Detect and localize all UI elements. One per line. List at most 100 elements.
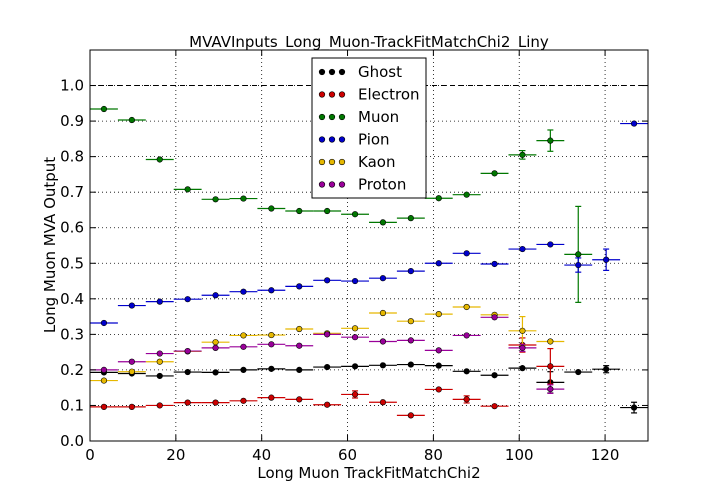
muon-point [212,196,219,203]
muon-point [268,205,275,212]
legend-marker-kaon [318,158,326,166]
kaon-point [547,338,554,345]
y-tick-label: 0.8 [60,148,84,166]
y-tick-label: 1.0 [60,77,84,95]
electron-point [184,399,191,406]
kaon-point [100,377,108,384]
proton-point [351,334,359,341]
pion-point [324,277,331,284]
legend-marker-proton [318,181,326,188]
muon-point [435,195,442,202]
proton-point [240,343,247,350]
legend-item-muon: Muon [318,108,399,126]
legend-marker-muon [318,113,326,121]
y-tick-label: 0.5 [60,254,84,272]
pion-point [575,261,582,269]
ghost-point [268,365,275,372]
proton-point [212,344,219,351]
muon-point [407,215,414,222]
ghost-point [296,366,303,374]
x-tick-label: 80 [424,446,443,464]
muon-point [324,207,331,215]
ghost-point [630,404,638,411]
legend-label-proton: Proton [358,176,406,194]
pion-point [407,267,414,275]
ghost-point [603,366,610,373]
muon-point [351,211,359,218]
muon-point [519,151,526,158]
legend-marker-kaon [328,158,336,166]
y-tick-label: 0.2 [60,361,84,379]
legend-marker-electron [338,91,346,98]
proton-point [519,344,526,351]
ghost-point [184,368,191,376]
electron-point [379,399,387,406]
ghost-point [575,368,582,376]
pion-point [435,260,442,267]
proton-point [491,314,498,321]
pion-point [212,292,219,299]
series-electron [90,337,565,419]
muon-point [184,186,191,193]
kaon-point [128,368,135,375]
legend-marker-ghost [318,68,326,76]
muon-point [240,195,247,202]
pion-point [603,256,610,263]
proton-point [268,341,275,348]
ghost-point [379,362,387,369]
ghost-point [491,372,498,379]
pion-point [463,250,470,257]
muon-point [128,116,135,124]
kaon-point [240,332,247,339]
electron-point [100,403,108,410]
muon-point [156,156,163,163]
pion-point [184,296,191,303]
y-tick-label: 0.4 [60,290,84,308]
electron-point [324,401,331,408]
legend-item-proton: Proton [318,176,406,194]
proton-point [547,386,554,393]
kaon-point [407,318,414,325]
legend-label-kaon: Kaon [358,153,395,171]
pion-point [128,302,135,309]
y-tick-label: 0.9 [60,112,84,130]
muon-point [575,251,582,258]
electron-point [212,399,219,406]
muon-point [491,170,498,177]
ghost-point [324,363,331,371]
legend-marker-muon [338,113,346,121]
muon-point [547,137,554,144]
electron-point [435,386,442,393]
plot-frame [89,49,649,442]
kaon-point [268,331,275,339]
proton-point [463,332,470,339]
pion-point [351,277,359,285]
muon-point [463,191,470,198]
pion-point [491,260,498,268]
x-tick-label: 100 [505,446,534,464]
electron-point [268,394,275,401]
legend-box [311,57,427,199]
legend-marker-electron [318,91,326,98]
legend-item-ghost: Ghost [318,63,402,81]
kaon-point [463,303,470,311]
legend-item-electron: Electron [318,86,420,104]
proton-point [379,338,387,345]
legend-label-pion: Pion [358,131,390,149]
legend-item-kaon: Kaon [318,153,395,171]
y-tick-label: 0.3 [60,325,84,343]
x-tick-label: 40 [252,446,271,464]
ghost-point [463,368,470,375]
ghost-point [519,365,526,372]
legend-label-electron: Electron [358,86,420,104]
pion-point [547,241,554,248]
ghost-point [407,361,414,368]
legend-label-ghost: Ghost [358,63,402,81]
y-tick-label: 0.0 [60,432,84,450]
ghost-point [212,369,219,376]
legend-marker-proton [328,181,336,188]
proton-point [184,347,191,355]
legend-marker-pion [318,136,326,143]
proton-point [435,347,442,354]
legend-marker-ghost [338,68,346,76]
